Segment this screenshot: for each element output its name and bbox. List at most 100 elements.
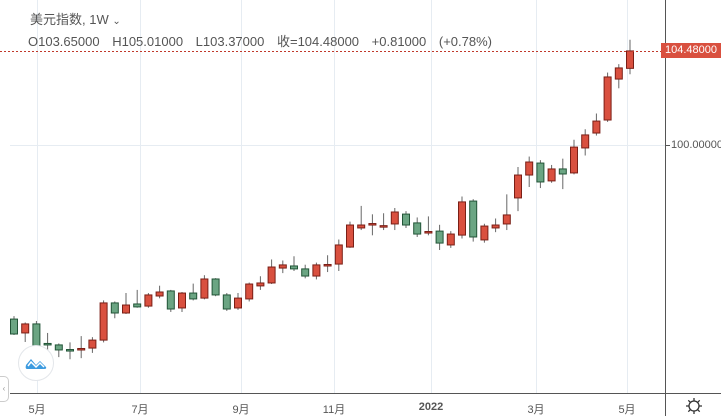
candle-body-up <box>334 244 343 265</box>
logo[interactable] <box>18 345 54 381</box>
candle-body-up <box>77 347 86 351</box>
candle-body-up <box>346 224 354 248</box>
candle-body-down <box>211 278 220 296</box>
candle-body-down <box>110 302 119 314</box>
candle <box>491 218 500 233</box>
symbol-title[interactable]: 美元指数, 1W ⌄ <box>30 10 501 32</box>
time-label: 2022 <box>418 401 444 413</box>
candle <box>245 282 254 302</box>
time-label: 5月 <box>618 404 636 416</box>
candle-body-up <box>592 120 601 134</box>
candle <box>357 205 366 231</box>
candle <box>603 72 612 122</box>
candle <box>435 224 444 250</box>
candle-body-down <box>43 342 52 346</box>
candle-body-down <box>413 222 422 235</box>
candle-body-up <box>514 174 522 199</box>
grid <box>10 0 665 393</box>
candle-body-up <box>525 161 534 176</box>
candle-body-up <box>603 76 612 121</box>
candle-body-down <box>536 162 545 183</box>
candle <box>323 255 332 273</box>
scroll-left-button[interactable]: ‹ <box>0 376 9 402</box>
candle-body-up <box>323 263 332 267</box>
candle <box>301 264 310 279</box>
candle-body-down <box>189 292 198 300</box>
candle-body-up <box>278 264 287 269</box>
ohlc-row: O103.65000 H105.01000 L103.37000 收=104.4… <box>28 32 501 52</box>
candle-body-down <box>469 200 478 238</box>
candle <box>614 64 623 89</box>
candle-body-up <box>547 168 556 182</box>
candle-body-up <box>626 50 634 69</box>
candle <box>21 322 30 342</box>
high-value: H105.01000 <box>112 34 184 49</box>
candle <box>334 239 343 271</box>
candle-body-up <box>312 264 321 277</box>
candle-body-up <box>234 297 242 309</box>
candle-body-up <box>21 323 30 334</box>
cloud-chart-icon <box>25 359 47 369</box>
gear-icon[interactable] <box>686 398 702 414</box>
candle <box>312 262 321 280</box>
time-label: 11月 <box>322 404 346 416</box>
change-value: +0.81000 <box>371 34 427 49</box>
candle <box>536 160 545 189</box>
candle <box>234 293 242 310</box>
candle <box>558 158 567 190</box>
candle-body-up <box>178 292 186 309</box>
candle <box>166 289 175 312</box>
candle <box>458 196 466 239</box>
candle <box>66 342 74 360</box>
candle-body-up <box>357 224 366 229</box>
candle <box>424 216 433 236</box>
candle-body-down <box>558 168 567 175</box>
candle-body-down <box>402 213 410 226</box>
candle-body-up <box>144 294 153 307</box>
candle <box>189 283 198 301</box>
candle-body-up <box>200 278 209 299</box>
candle-body-up <box>491 224 500 229</box>
candle-body-up <box>245 283 254 300</box>
candle <box>133 289 142 308</box>
candle <box>390 208 399 231</box>
candle-body-up <box>267 266 276 284</box>
candle <box>278 260 287 274</box>
candle <box>222 293 231 311</box>
candles <box>10 39 634 360</box>
candle-body-up <box>99 302 108 341</box>
candle <box>446 231 455 248</box>
candle <box>514 167 522 212</box>
candle-body-up <box>122 304 130 314</box>
legend: 美元指数, 1W ⌄ O103.65000 H105.01000 L103.37… <box>28 10 501 52</box>
candle-body-up <box>502 214 511 225</box>
price-tick-label: 100.00000 <box>671 139 721 151</box>
time-label: 3月 <box>527 404 545 416</box>
chevron-down-icon[interactable]: ⌄ <box>112 16 121 27</box>
candle-body-down <box>133 303 142 308</box>
candle <box>200 275 209 300</box>
candle-body-down <box>222 294 231 310</box>
candle-body-up <box>390 211 399 225</box>
change-pct: (+0.78%) <box>438 34 492 49</box>
candle <box>10 316 18 336</box>
candle <box>346 221 354 248</box>
candle-body-up <box>88 339 97 349</box>
candle <box>547 164 556 183</box>
candle-body-down <box>10 318 18 335</box>
candle <box>144 293 153 308</box>
candle-body-up <box>458 201 466 236</box>
candle <box>592 113 601 136</box>
candle <box>88 337 97 353</box>
candle-body-down <box>54 344 63 351</box>
last-price-tag: 104.48000 <box>661 43 721 58</box>
candle <box>413 217 422 237</box>
candle-body-down <box>435 230 444 244</box>
candle <box>110 301 119 319</box>
candle <box>368 214 377 236</box>
candle-body-down <box>290 265 298 270</box>
candle <box>178 292 186 312</box>
candle-body-up <box>379 225 388 228</box>
time-label: 9月 <box>232 404 250 416</box>
